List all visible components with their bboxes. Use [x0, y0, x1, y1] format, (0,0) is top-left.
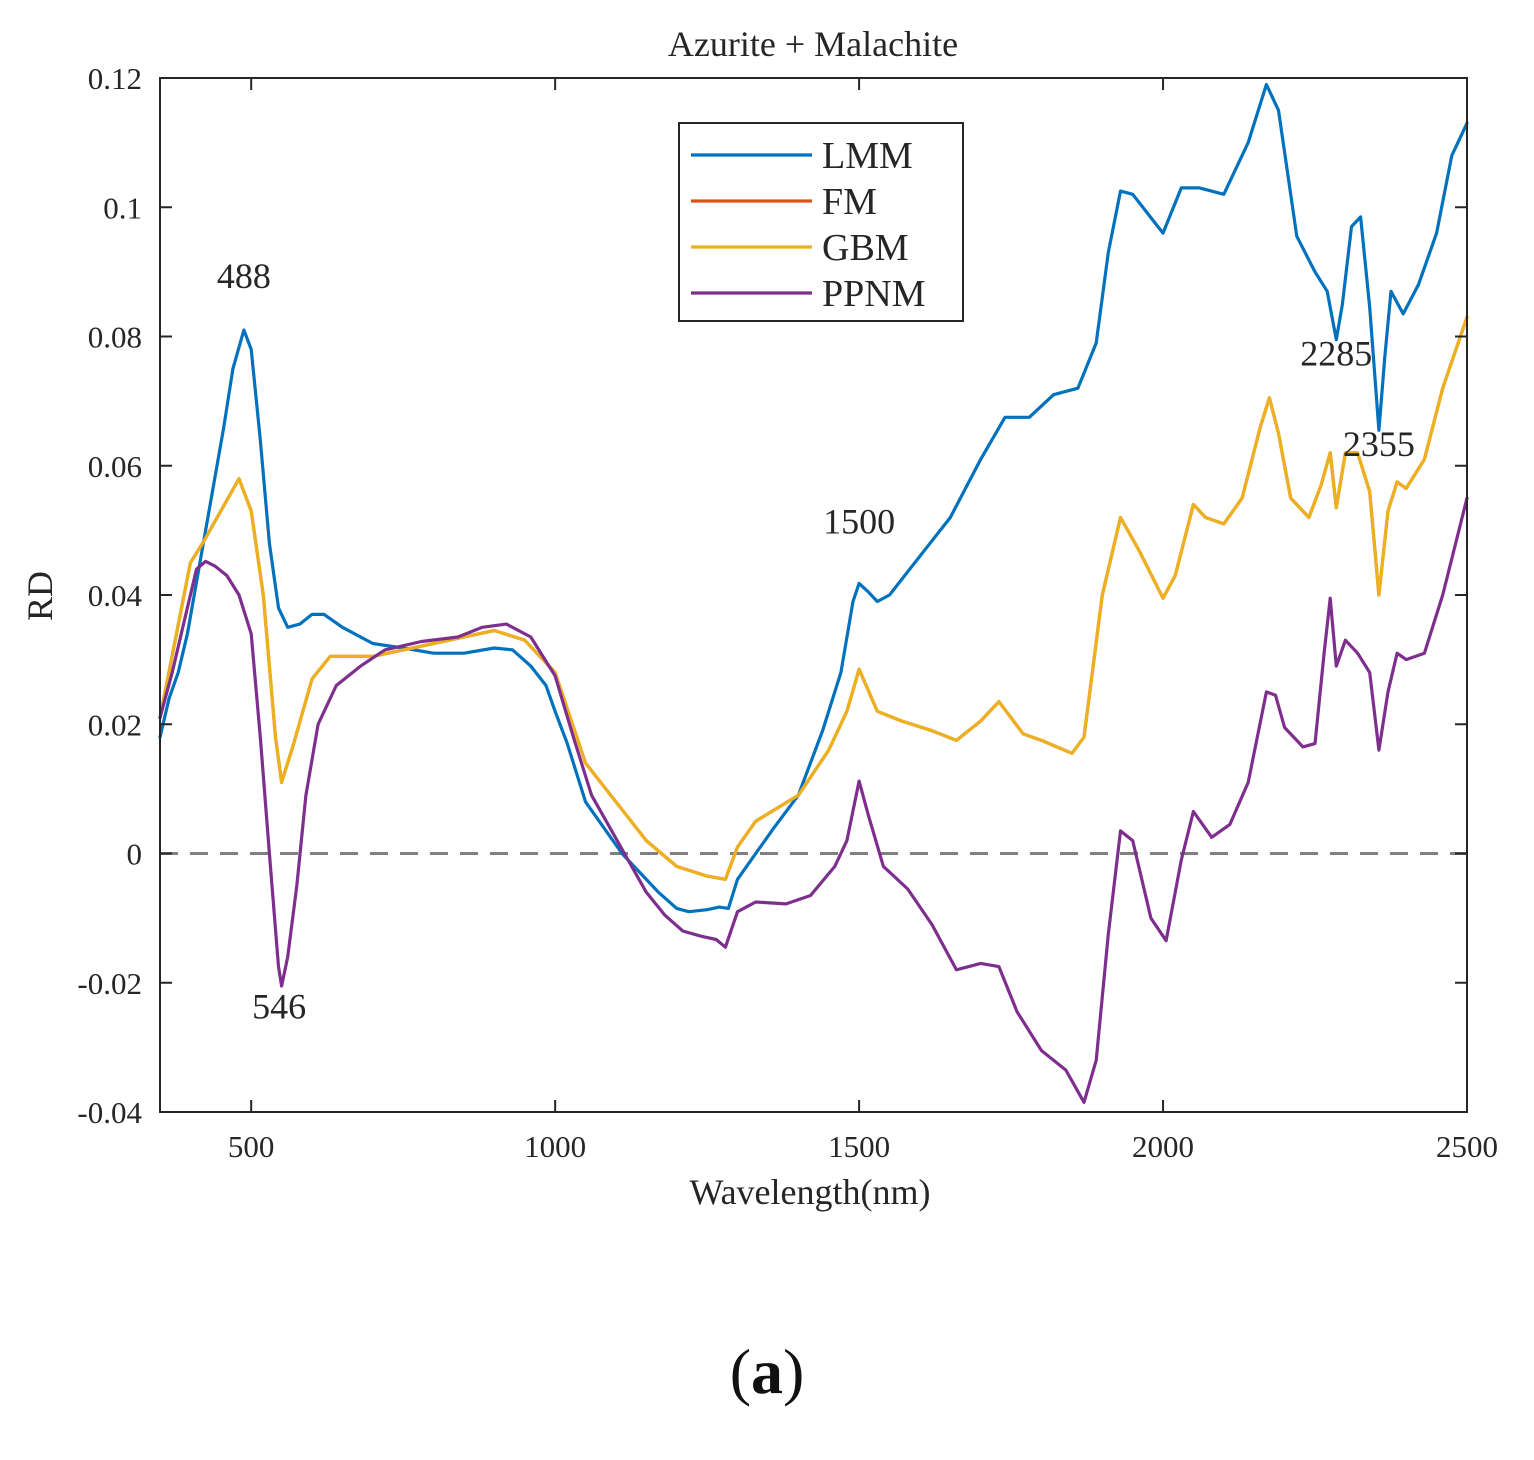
legend-label-fm: FM	[822, 181, 877, 223]
y-tick-label: -0.04	[77, 1095, 142, 1130]
series-line-lmm	[158, 82, 1469, 914]
series-line-ppnm	[158, 496, 1469, 1104]
series-group	[158, 82, 1469, 1104]
legend-label-lmm: LMM	[822, 135, 913, 177]
panel-label: (a)	[0, 1335, 1534, 1409]
legend-label-ppnm: PPNM	[822, 273, 926, 315]
y-tick-label: 0.1	[103, 190, 142, 225]
x-tick-label: 1500	[828, 1129, 890, 1164]
y-tick-label: 0.08	[88, 320, 142, 355]
annotations-group: 488 546 1500 2285 2355	[217, 256, 1415, 1026]
x-tick-label: 1000	[524, 1129, 586, 1164]
x-tick-label: 500	[228, 1129, 275, 1164]
annotation-2355: 2355	[1343, 424, 1415, 464]
y-tick-label: 0.04	[88, 578, 143, 613]
annotation-546: 546	[252, 986, 306, 1026]
annotation-2285: 2285	[1300, 334, 1372, 374]
panel-label-letter: a	[751, 1336, 783, 1407]
series-line-gbm	[158, 315, 1469, 881]
annotation-488: 488	[217, 256, 271, 296]
y-tick-label: 0.06	[88, 449, 142, 484]
y-axis-title: RD	[20, 571, 60, 621]
x-tick-label: 2000	[1132, 1129, 1194, 1164]
y-tick-label: 0	[127, 837, 143, 872]
x-tick-label: 2500	[1436, 1129, 1498, 1164]
y-tick-label: -0.02	[77, 966, 142, 1001]
y-tick-label: 0.02	[88, 707, 142, 742]
x-axis-title: Wavelength(nm)	[689, 1172, 930, 1212]
panel-label-close: )	[783, 1336, 805, 1407]
panel-label-open: (	[729, 1336, 751, 1407]
annotation-1500: 1500	[823, 502, 895, 542]
legend-label-gbm: GBM	[822, 227, 909, 269]
ticks-group: 500 1000 1500 2000 2500 -0.04 -0.02 0 0.02 0.04 0.…	[77, 61, 1498, 1164]
chart-title: Azurite + Malachite	[668, 24, 958, 64]
y-tick-label: 0.12	[88, 61, 142, 96]
